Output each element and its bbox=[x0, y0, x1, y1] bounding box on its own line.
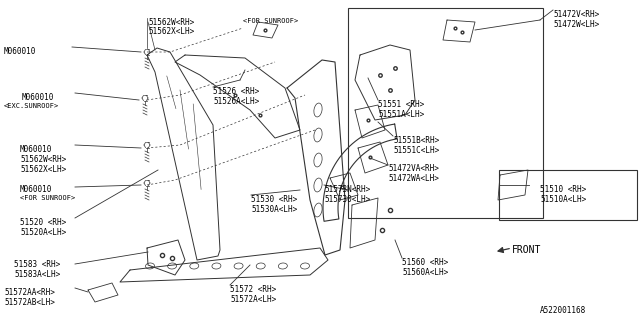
Text: 51572AA<RH>: 51572AA<RH> bbox=[4, 288, 55, 297]
Bar bbox=[348, 8, 543, 218]
Text: FRONT: FRONT bbox=[512, 245, 541, 255]
Text: <FOR SUNROOF>: <FOR SUNROOF> bbox=[20, 195, 76, 201]
Text: 51472VA<RH>: 51472VA<RH> bbox=[388, 164, 439, 173]
Text: 51472W<LH>: 51472W<LH> bbox=[553, 20, 599, 29]
Text: 51530A<LH>: 51530A<LH> bbox=[251, 205, 297, 214]
Text: 51560A<LH>: 51560A<LH> bbox=[402, 268, 448, 277]
Text: 51583 <RH>: 51583 <RH> bbox=[14, 260, 60, 269]
Text: 51472WA<LH>: 51472WA<LH> bbox=[388, 174, 439, 183]
Text: 51510A<LH>: 51510A<LH> bbox=[540, 195, 586, 204]
Text: 51560 <RH>: 51560 <RH> bbox=[402, 258, 448, 267]
Bar bbox=[499, 170, 637, 220]
Text: 51526A<LH>: 51526A<LH> bbox=[213, 97, 259, 106]
Text: 51551A<LH>: 51551A<LH> bbox=[378, 110, 424, 119]
Text: M060010: M060010 bbox=[20, 145, 52, 154]
Text: 51562X<LH>: 51562X<LH> bbox=[148, 27, 195, 36]
Text: 51551 <RH>: 51551 <RH> bbox=[378, 100, 424, 109]
Text: 51510 <RH>: 51510 <RH> bbox=[540, 185, 586, 194]
Text: 51573N<RH>: 51573N<RH> bbox=[324, 185, 371, 194]
Text: 51583A<LH>: 51583A<LH> bbox=[14, 270, 60, 279]
Text: 515730<LH>: 515730<LH> bbox=[324, 195, 371, 204]
Text: 51551B<RH>: 51551B<RH> bbox=[393, 136, 439, 145]
Text: 51562W<RH>: 51562W<RH> bbox=[148, 18, 195, 27]
Text: 51572A<LH>: 51572A<LH> bbox=[230, 295, 276, 304]
Text: <EXC.SUNROOF>: <EXC.SUNROOF> bbox=[4, 103, 60, 109]
Text: 51572 <RH>: 51572 <RH> bbox=[230, 285, 276, 294]
Text: 51520 <RH>: 51520 <RH> bbox=[20, 218, 67, 227]
Text: 51572AB<LH>: 51572AB<LH> bbox=[4, 298, 55, 307]
Text: 51472V<RH>: 51472V<RH> bbox=[553, 10, 599, 19]
Text: 51526 <RH>: 51526 <RH> bbox=[213, 87, 259, 96]
Text: 51562X<LH>: 51562X<LH> bbox=[20, 165, 67, 174]
Text: M060010: M060010 bbox=[22, 93, 54, 102]
Text: M060010: M060010 bbox=[20, 185, 52, 194]
Text: 51551C<LH>: 51551C<LH> bbox=[393, 146, 439, 155]
Text: 51530 <RH>: 51530 <RH> bbox=[251, 195, 297, 204]
Text: <FOR SUNROOF>: <FOR SUNROOF> bbox=[243, 18, 298, 24]
Text: A522001168: A522001168 bbox=[540, 306, 586, 315]
Text: M060010: M060010 bbox=[4, 47, 36, 56]
Text: 51520A<LH>: 51520A<LH> bbox=[20, 228, 67, 237]
Text: 51562W<RH>: 51562W<RH> bbox=[20, 155, 67, 164]
